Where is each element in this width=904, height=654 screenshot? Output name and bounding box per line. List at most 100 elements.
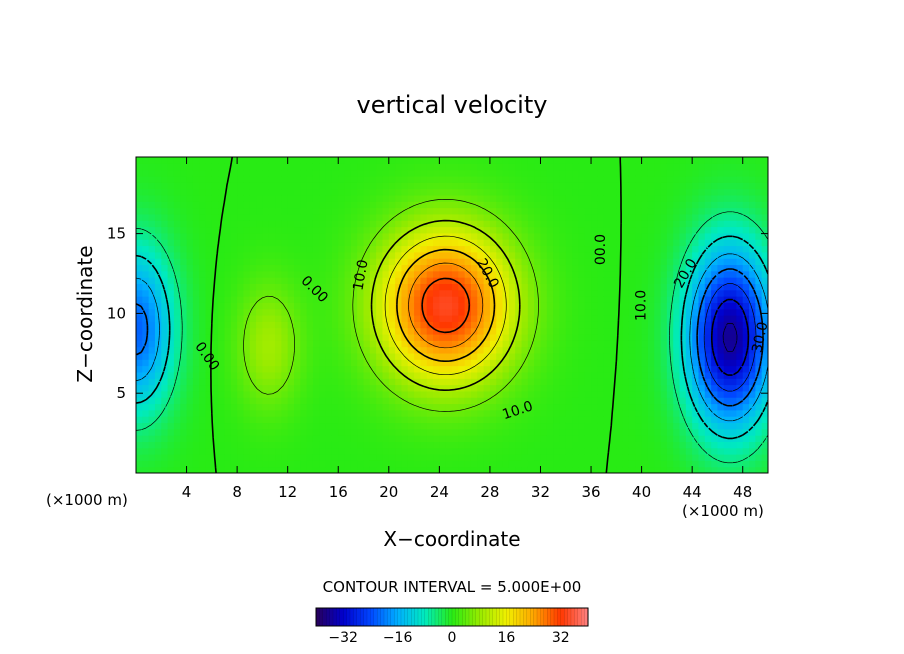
field-cell	[420, 428, 428, 436]
field-cell	[262, 422, 270, 430]
field-cell	[167, 428, 175, 436]
field-cell	[698, 308, 706, 316]
field-cell	[211, 296, 219, 303]
field-cell	[357, 182, 365, 190]
field-cell	[685, 296, 693, 303]
field-cell	[433, 213, 440, 221]
field-cell	[180, 182, 188, 190]
field-cell	[211, 251, 219, 259]
field-cell	[414, 409, 421, 417]
field-cell	[610, 194, 617, 202]
field-cell	[136, 182, 143, 190]
field-cell	[268, 460, 276, 468]
field-cell	[205, 327, 213, 335]
field-cell	[452, 460, 459, 468]
field-cell	[218, 226, 226, 234]
field-cell	[357, 340, 365, 348]
field-cell	[711, 435, 719, 442]
field-cell	[546, 182, 554, 190]
field-cell	[211, 416, 219, 424]
field-cell	[395, 390, 403, 398]
field-cell	[565, 327, 573, 335]
field-cell	[540, 460, 548, 468]
field-cell	[211, 352, 219, 360]
field-cell	[407, 239, 415, 247]
field-cell	[736, 239, 744, 247]
field-cell	[224, 435, 232, 442]
field-cell	[559, 157, 567, 164]
field-cell	[717, 378, 725, 386]
field-cell	[496, 435, 504, 442]
field-cell	[287, 384, 295, 392]
field-cell	[496, 207, 504, 215]
field-cell	[742, 441, 750, 449]
field-cell	[470, 340, 478, 348]
field-cell	[483, 182, 491, 190]
field-cell	[742, 157, 750, 164]
field-cell	[136, 296, 143, 303]
field-cell	[136, 194, 143, 202]
field-cell	[464, 289, 472, 297]
field-cell	[540, 194, 548, 202]
field-cell	[325, 447, 333, 455]
field-cell	[136, 397, 143, 405]
field-cell	[736, 188, 744, 196]
field-cell	[470, 175, 478, 183]
field-cell	[565, 321, 573, 329]
field-cell	[401, 283, 409, 291]
field-cell	[452, 441, 459, 449]
field-cell	[325, 188, 333, 196]
field-cell	[433, 251, 440, 259]
field-cell	[136, 239, 143, 247]
field-cell	[610, 201, 617, 209]
field-cell	[660, 371, 668, 379]
field-cell	[363, 422, 371, 430]
field-cell	[546, 163, 554, 171]
field-cell	[540, 416, 548, 424]
field-cell	[610, 258, 617, 266]
field-cell	[395, 157, 403, 164]
field-cell	[578, 466, 586, 473]
field-cell	[445, 435, 453, 442]
field-cell	[755, 333, 763, 341]
field-cell	[414, 422, 421, 430]
field-cell	[369, 371, 377, 379]
field-cell	[635, 188, 643, 196]
field-cell	[433, 207, 440, 215]
field-cell	[211, 232, 219, 240]
field-cell	[660, 296, 668, 303]
field-cell	[628, 232, 636, 240]
field-cell	[312, 422, 320, 430]
field-cell	[243, 302, 251, 310]
field-cell	[692, 220, 700, 228]
field-cell	[249, 245, 257, 253]
field-cell	[439, 340, 447, 348]
field-cell	[742, 416, 750, 424]
field-cell	[761, 194, 768, 202]
field-cell	[357, 352, 365, 360]
field-cell	[597, 207, 605, 215]
field-cell	[287, 352, 295, 360]
field-cell	[464, 232, 472, 240]
field-cell	[534, 409, 542, 417]
field-cell	[281, 289, 289, 297]
field-cell	[711, 454, 719, 461]
field-cell	[382, 157, 390, 164]
field-cell	[230, 239, 238, 247]
field-cell	[723, 296, 731, 303]
field-cell	[477, 397, 485, 405]
field-cell	[698, 352, 706, 360]
field-cell	[262, 213, 270, 221]
field-cell	[414, 371, 421, 379]
field-cell	[508, 409, 516, 417]
field-cell	[414, 308, 421, 316]
field-cell	[464, 327, 472, 335]
field-cell	[679, 188, 687, 196]
field-cell	[527, 239, 535, 247]
field-cell	[477, 352, 485, 360]
field-cell	[660, 213, 668, 221]
field-cell	[553, 321, 561, 329]
field-cell	[426, 296, 434, 303]
field-cell	[755, 239, 763, 247]
field-cell	[761, 441, 768, 449]
